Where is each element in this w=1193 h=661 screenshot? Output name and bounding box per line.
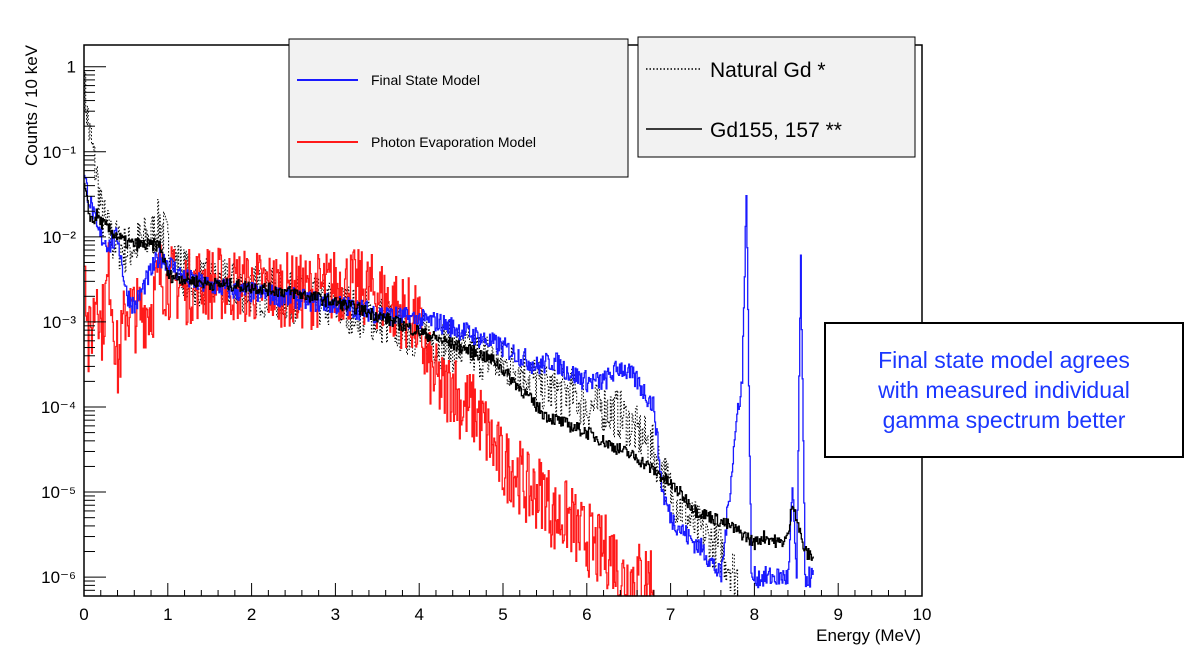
y-tick-label: 10⁻³ xyxy=(42,313,76,332)
legend-label-gd155-157: Gd155, 157 ** xyxy=(710,119,842,142)
legend-label-final-state: Final State Model xyxy=(371,72,480,88)
legend-measurements-box xyxy=(637,36,916,158)
annotation-line-1: Final state model agrees xyxy=(878,347,1130,373)
x-tick-label: 1 xyxy=(163,605,172,624)
x-tick-label: 7 xyxy=(666,605,675,624)
series-gd155-157 xyxy=(84,182,814,561)
series-photon-evaporation-model xyxy=(84,242,655,597)
y-tick-label: 10⁻² xyxy=(42,228,76,247)
x-tick-label: 2 xyxy=(247,605,256,624)
x-tick-label: 9 xyxy=(833,605,842,624)
x-tick-label: 6 xyxy=(582,605,591,624)
y-axis: 1 10⁻¹ 10⁻² 10⁻³ 10⁻⁴ 10⁻⁵ 10⁻⁶ xyxy=(41,58,106,597)
y-tick-label: 10⁻⁵ xyxy=(41,483,76,502)
annotation-box: Final state model agrees with measured i… xyxy=(824,322,1184,458)
plot-series xyxy=(84,71,814,597)
x-axis-title: Energy (MeV) xyxy=(816,626,921,645)
legend-models: Final State Model Photon Evaporation Mod… xyxy=(288,38,629,178)
annotation-line-2: with measured individual xyxy=(878,377,1130,403)
legend-models-box xyxy=(288,38,629,178)
x-tick-label: 10 xyxy=(913,605,932,624)
y-tick-label: 10⁻⁶ xyxy=(41,568,76,587)
x-tick-label: 4 xyxy=(414,605,423,624)
y-tick-label: 10⁻⁴ xyxy=(41,398,76,417)
series-final-state-model xyxy=(84,174,814,589)
x-tick-label: 8 xyxy=(750,605,759,624)
legend-measurements: Natural Gd * Gd155, 157 ** xyxy=(637,36,916,158)
y-tick-label: 10⁻¹ xyxy=(42,143,76,162)
x-axis: 0 1 2 3 4 5 6 7 8 9 10 xyxy=(79,583,931,624)
annotation-line-3: gamma spectrum better xyxy=(882,407,1126,433)
y-axis-title: Counts / 10 keV xyxy=(22,44,41,166)
legend-label-photon-evaporation: Photon Evaporation Model xyxy=(371,134,536,150)
x-tick-label: 0 xyxy=(79,605,88,624)
x-tick-label: 5 xyxy=(498,605,507,624)
legend-label-natural-gd: Natural Gd * xyxy=(710,59,826,82)
y-tick-label: 1 xyxy=(67,58,76,77)
x-tick-label: 3 xyxy=(331,605,340,624)
